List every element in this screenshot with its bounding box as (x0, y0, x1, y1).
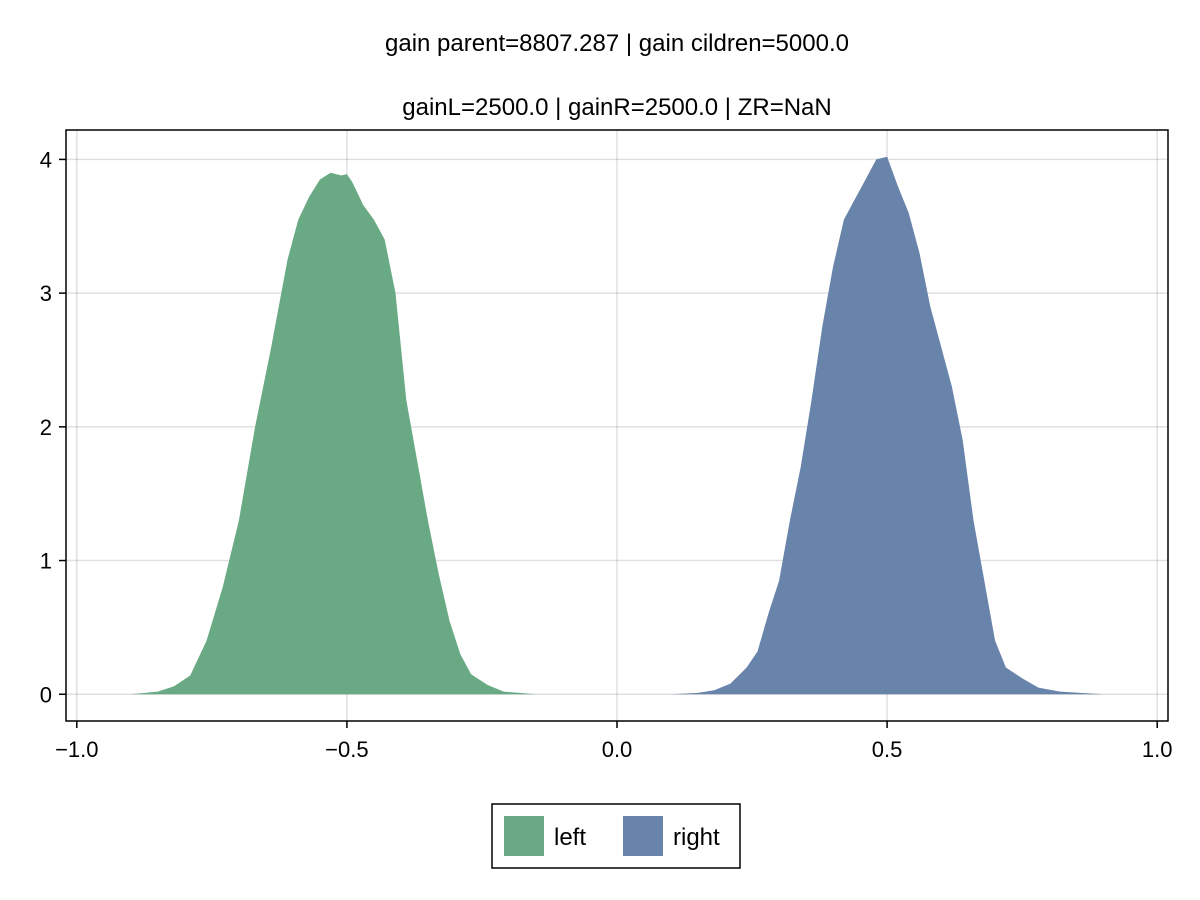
y-tick-label-3: 3 (40, 281, 52, 306)
legend-swatch-right (623, 816, 663, 856)
density-area-right (671, 156, 1104, 695)
y-tick-label-0: 0 (40, 682, 52, 707)
chart-subtitle: gainL=2500.0 | gainR=2500.0 | ZR=NaN (402, 94, 831, 121)
legend-label-right: right (673, 824, 720, 851)
density-area-left (130, 172, 564, 695)
y-tick-label-4: 4 (40, 147, 52, 172)
axis-ticks: −1.0 −0.5 0.0 0.5 1.0 0 1 2 3 4 (40, 147, 1173, 762)
legend: left right (491, 803, 741, 869)
x-tick-label-3: 0.5 (872, 737, 903, 762)
series-areas (130, 156, 1104, 695)
legend-label-left: left (554, 824, 586, 851)
chart-title: gain parent=8807.287 | gain cildren=5000… (385, 30, 849, 57)
x-tick-label-1: −0.5 (325, 737, 368, 762)
y-tick-label-1: 1 (40, 549, 52, 574)
x-tick-label-0: −1.0 (55, 737, 98, 762)
x-tick-label-2: 0.0 (602, 737, 633, 762)
x-tick-label-4: 1.0 (1142, 737, 1173, 762)
legend-swatch-left (504, 816, 544, 856)
y-tick-label-2: 2 (40, 415, 52, 440)
